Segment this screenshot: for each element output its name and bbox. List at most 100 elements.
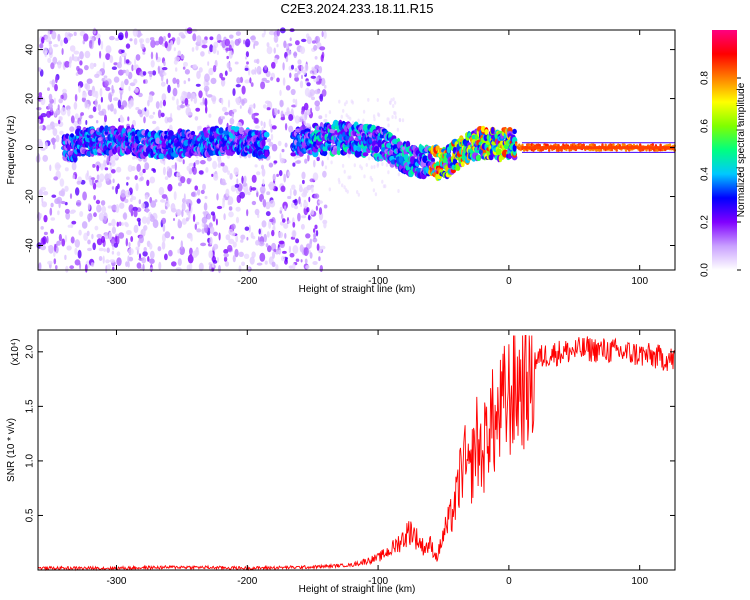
spectrogram-ridge-cell [518,143,521,147]
spectrogram-noise-cell [318,207,323,215]
spectrogram-noise-cell [133,224,139,234]
spectrogram-noise-cell [65,265,69,273]
spectrogram-noise-cell [130,98,134,106]
spectrogram-noise-cell [288,245,292,254]
spectrogram-noise-cell [269,199,276,208]
spectrogram-noise-cell [77,56,80,62]
spectrogram-ridge-cell [377,139,382,148]
spectrogram-noise-cell [311,40,317,44]
spectrogram-noise-cell [38,125,44,130]
y-tick-label: 2.0 [25,344,36,358]
spectrogram-noise-cell [50,137,57,144]
spectrogram-noise-cell [130,166,136,171]
spectrogram-noise-cell [116,257,122,266]
spectrogram-noise-cell [47,57,52,64]
spectrogram-noise-cell [223,256,228,263]
spectrogram-noise-cell [294,160,301,164]
snr-background [38,330,675,570]
spectrogram-ridge-cell [623,143,626,147]
spectrogram-noise-cell [162,223,166,232]
spectrogram-noise-cell [46,110,52,118]
spectrogram-noise-cell [78,229,82,236]
spectrogram-ridge-cell [263,131,270,138]
spectrogram-noise-cell [345,113,348,118]
spectrogram-noise-cell [38,189,43,197]
spectrogram-noise-cell [104,80,109,87]
spectrogram-noise-cell [303,201,309,209]
spectrogram-ridge-cell [593,143,596,147]
spectrogram-noise-cell [216,257,219,263]
spectrogram-noise-cell [108,231,113,241]
spectrogram-noise-cell [87,239,91,245]
spectrogram-noise-cell [284,142,288,148]
spectrogram-noise-cell [280,116,286,121]
spectrogram-noise-cell [261,164,264,170]
spectrogram-noise-cell [294,205,298,210]
spectrogram-noise-cell [292,162,296,167]
spectrogram-noise-cell [43,214,48,223]
spectrogram-noise-cell [176,78,180,85]
spectrogram-noise-cell [297,65,301,69]
spectrogram-noise-cell [265,243,269,248]
snr-x-label: Height of straight line (km) [299,584,416,595]
spectrogram-noise-cell [144,194,149,200]
spectrogram-ridge-cell [336,149,341,156]
spectrogram-noise-cell [111,204,117,211]
spectrogram-noise-cell [271,261,276,268]
spectrogram-noise-cell [227,170,230,175]
spectrogram-ridge-cell [659,143,662,147]
spectrogram-noise-cell [147,99,150,107]
spectrogram-ridge-cell [176,141,181,148]
spectrogram-noise-cell [113,108,117,115]
spectrogram-noise-cell [349,116,352,121]
spectrogram-noise-cell [210,211,215,216]
spectrogram-noise-cell [318,200,323,204]
spectrogram-noise-cell [238,265,242,272]
spectrogram-noise-cell [135,54,141,61]
spectrogram-noise-cell [113,242,119,248]
spectrogram-noise-cell [180,240,183,250]
spectrogram-noise-cell [109,155,116,164]
spectrogram-noise-cell [289,188,292,197]
colorbar: 0.0 0.2 0.4 0.6 0.8 Normalized spectral ampl… [700,30,747,277]
spectrogram-noise-cell [150,51,154,60]
spectrogram-noise-cell [353,163,356,168]
spectrogram-ridge-cell [329,128,336,134]
spectrogram-noise-cell [299,244,304,253]
spectrogram-noise-cell [327,152,331,157]
spectrogram-noise-cell [162,72,167,76]
spectrogram-noise-cell [128,204,134,213]
spectrogram-noise-cell [230,185,237,192]
spectrogram-noise-cell [47,103,53,110]
spectrogram-noise-cell [315,105,320,112]
spectrogram-ridge-cell [645,148,648,152]
spectrogram-ridge-cell [427,152,432,160]
spectrogram-noise-cell [48,93,53,101]
spectrogram-ridge-cell [515,143,518,146]
spectrogram-noise-cell [311,186,314,193]
spectrogram-noise-cell [113,62,118,66]
spectrogram-noise-cell [82,191,87,201]
spectrogram-noise-cell [121,49,125,53]
spectrogram-noise-cell [271,143,278,152]
spectrogram-noise-cell [100,40,104,50]
spectrogram-noise-cell [142,168,146,174]
spectrogram-noise-cell [225,188,230,197]
colorbar-label: Normalized spectral amplitude [736,82,747,217]
spectrogram-noise-cell [255,188,258,193]
spectrogram-noise-cell [314,100,321,107]
spectrogram-noise-cell [97,104,101,112]
spectrogram-x-label: Height of straight line (km) [299,284,416,295]
spectrogram-noise-cell [132,156,136,160]
spectrogram-noise-cell [104,167,109,171]
spectrogram-noise-cell [397,172,401,177]
spectrogram-noise-cell [251,113,256,120]
spectrogram-noise-cell [206,94,213,98]
spectrogram-noise-cell [149,176,156,184]
spectrogram-noise-cell [69,56,72,64]
spectrogram-noise-cell [201,228,205,234]
spectrogram-noise-cell [69,210,75,215]
spectrogram-noise-cell [205,167,209,173]
spectrogram-noise-cell [323,30,327,39]
spectrogram-noise-cell [318,115,323,120]
